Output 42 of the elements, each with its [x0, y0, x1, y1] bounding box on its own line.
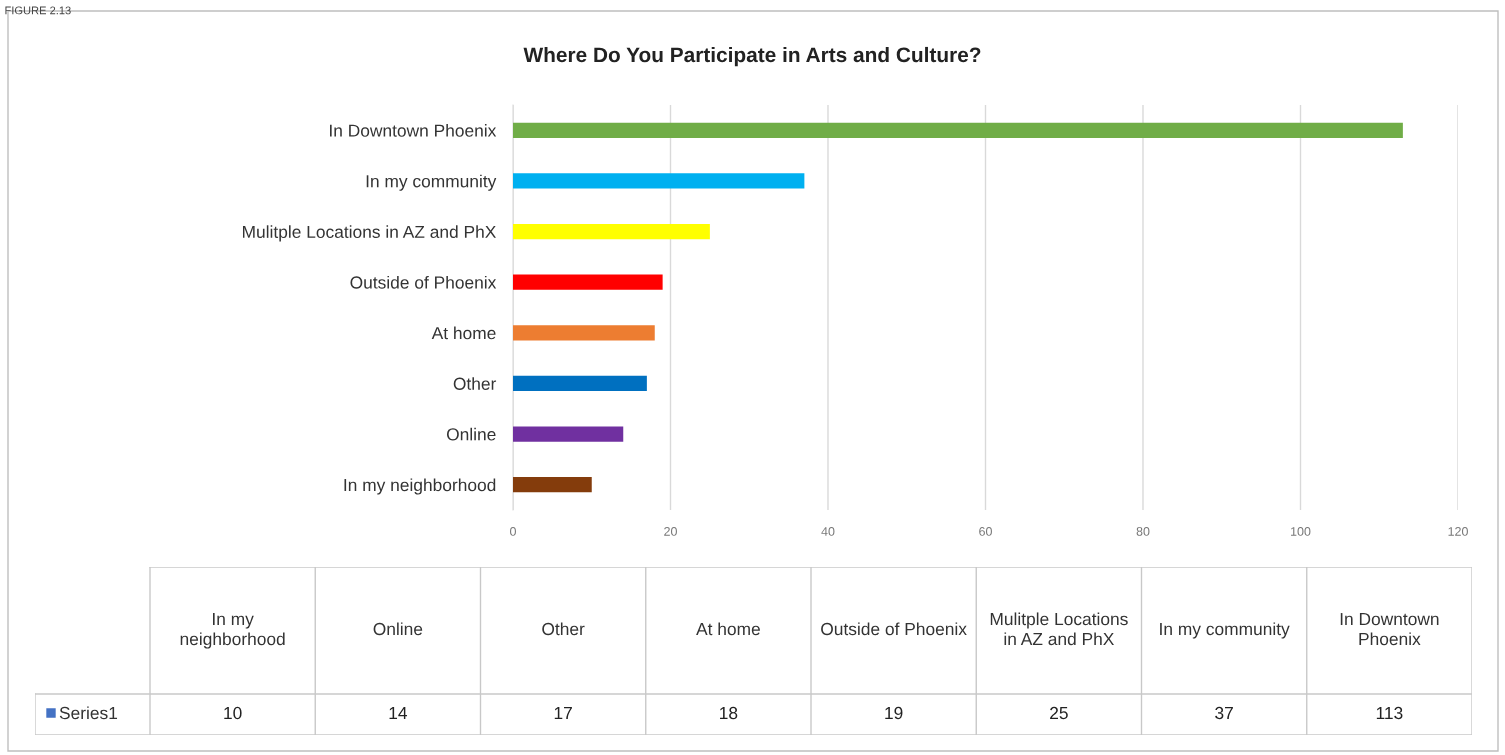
- category-label: Mulitple Locations in AZ and PhX: [990, 612, 1128, 646]
- data-label: 37: [1215, 706, 1233, 720]
- data-label: 10: [224, 706, 242, 720]
- bar: [513, 325, 655, 341]
- x-tick-label: 60: [979, 527, 992, 536]
- x-tick-label: 100: [1291, 527, 1311, 536]
- data-label: 18: [720, 706, 738, 720]
- y-tick-label: In my neighborhood: [344, 478, 496, 495]
- bar: [513, 223, 710, 240]
- category-label: Other: [542, 622, 585, 636]
- data-label: 17: [554, 707, 572, 719]
- category-label: Outside of Phoenix: [821, 622, 967, 636]
- data-label: 113: [1376, 706, 1403, 720]
- bar: [513, 375, 647, 392]
- bar: [513, 122, 1403, 138]
- y-tick-label: Outside of Phoenix: [350, 275, 497, 289]
- y-tick-label: Other: [453, 377, 497, 390]
- category-label: Online: [373, 622, 423, 636]
- category-label: In my neighborhood: [180, 613, 285, 649]
- bar: [513, 477, 592, 493]
- data-label: 19: [885, 706, 903, 720]
- y-tick-label: In Downtown Phoenix: [330, 124, 497, 137]
- data-label: 25: [1050, 706, 1068, 720]
- category-label: At home: [696, 622, 760, 636]
- chart-title: Where Do You Participate in Arts and Culture?: [523, 46, 981, 67]
- category-label: In my community: [1160, 622, 1290, 639]
- x-tick-label: 20: [664, 527, 677, 536]
- y-tick-label: In my community: [366, 174, 497, 191]
- legend-label: Series1: [59, 706, 118, 720]
- x-tick-label: 80: [1136, 527, 1150, 536]
- x-tick-label: 40: [821, 527, 835, 536]
- y-tick-label: Mulitple Locations in AZ and PhX: [242, 225, 496, 242]
- y-tick-label: Online: [446, 427, 496, 441]
- x-tick-label: 120: [1448, 527, 1468, 536]
- bar: [513, 274, 663, 290]
- bar: [513, 426, 624, 442]
- bar: [513, 173, 805, 189]
- x-tick-label: 0: [510, 527, 516, 536]
- data-label: 14: [389, 707, 408, 719]
- caption: FIGURE 2.13: [5, 6, 71, 15]
- y-tick-label: At home: [431, 326, 496, 340]
- category-label: In Downtown Phoenix: [1340, 613, 1439, 646]
